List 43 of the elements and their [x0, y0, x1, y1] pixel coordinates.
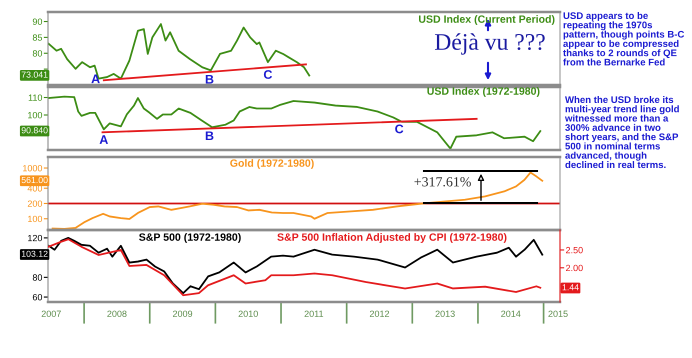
annotation: A [91, 74, 100, 84]
y2-tick-label: 2.00 [566, 264, 583, 272]
x-tick-label: 2015 [548, 310, 568, 317]
text: When the USD broke its multi-year trend line gold witnessed more than a 300% advance in two short years, and the S&P 500 in nominal terms advanced, though declined in real terms. [564, 96, 679, 168]
annotation: A [100, 135, 108, 144]
x-tick-label: 2011 [304, 310, 324, 317]
annotation: C [395, 124, 404, 134]
annotation: 90.840 [22, 127, 48, 134]
y-tick-label: 100 [28, 216, 42, 222]
x-tick-label: 2012 [370, 310, 390, 317]
annotation: C [264, 70, 272, 79]
y-tick-label: 120 [28, 234, 42, 242]
y-tick-label: 60 [32, 294, 42, 300]
text: USD Index (Current Period) [418, 15, 554, 25]
y-tick-label: 200 [28, 200, 42, 207]
x-tick-label: 2009 [172, 310, 192, 317]
annotation: 103.12 [22, 250, 48, 257]
annotation: Déjà vu ??? [434, 33, 545, 55]
y-tick-label: 85 [32, 34, 42, 41]
y-tick-label: 80 [32, 274, 42, 281]
series-label: S&P 500 (1972-1980) [139, 233, 241, 243]
annotation: B [206, 131, 214, 140]
x-tick-label: 2008 [107, 310, 127, 317]
text: USD appears to be repeating the 1970s pattern, though points B-C appear to be compressed thanks to 2 rounds of QE from the Bernarke Fed [563, 12, 684, 66]
x-tick-label: 2013 [436, 310, 455, 317]
annotation: 561.00 [22, 176, 48, 184]
text: Gold (1972-1980) [230, 159, 314, 169]
y2-tick-label: 2.50 [566, 246, 583, 254]
text: USD Index (1972-1980) [427, 87, 540, 97]
text: 1.44 [562, 284, 579, 290]
y-tick-label: 1000 [23, 165, 42, 172]
annotation: B [206, 74, 214, 84]
y-tick-label: 100 [28, 112, 42, 118]
annotation: +317.61% [414, 177, 471, 187]
y-tick-label: 90 [32, 18, 42, 25]
x-tick-label: 2014 [501, 310, 521, 317]
y-tick-label: 110 [28, 94, 42, 101]
x-tick-label: 2007 [42, 310, 61, 317]
y-tick-label: 80 [32, 50, 42, 57]
annotation: 73.041 [22, 72, 48, 78]
text: S&P 500 Inflation Adjusted by CPI (1972-1980) [277, 233, 506, 243]
line-series [52, 172, 544, 230]
x-tick-label: 2010 [238, 310, 258, 317]
